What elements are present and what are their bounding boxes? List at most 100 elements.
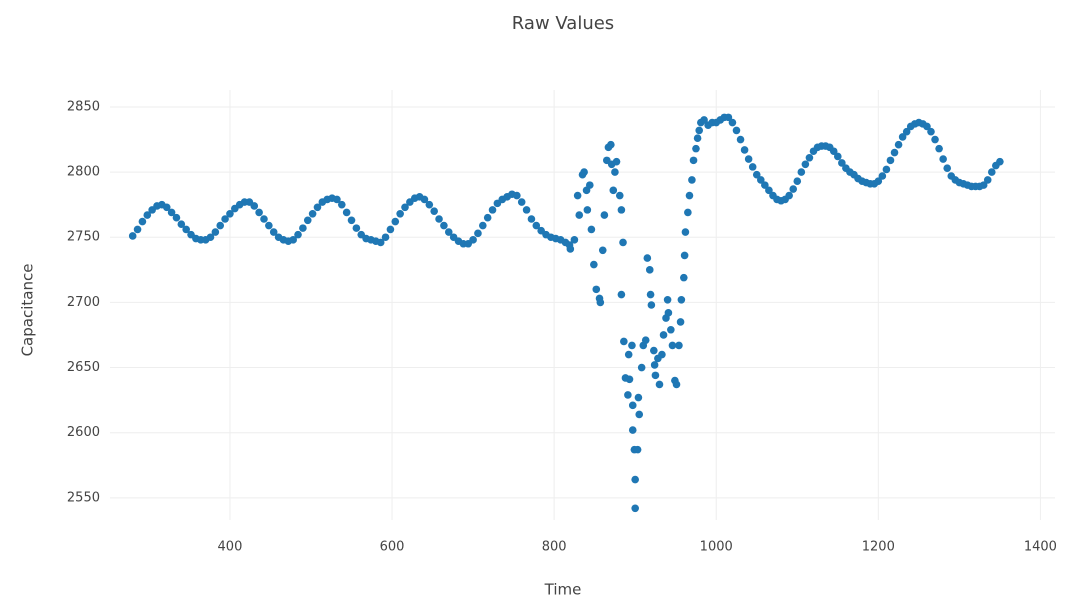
point [680, 273, 688, 282]
point [128, 232, 137, 240]
y-tick-label: 2800 [67, 165, 100, 180]
point [676, 318, 685, 326]
point [680, 251, 689, 260]
point [744, 155, 753, 163]
point [677, 295, 686, 304]
point [617, 290, 626, 299]
point [440, 221, 448, 230]
point [659, 331, 668, 339]
point [664, 309, 673, 317]
point [902, 127, 911, 136]
point [628, 401, 637, 410]
point [637, 363, 646, 372]
point [898, 133, 907, 141]
point [570, 236, 579, 244]
point [143, 211, 152, 219]
point [935, 144, 943, 153]
point [681, 228, 690, 236]
point [894, 140, 903, 149]
point [532, 221, 541, 230]
point [628, 426, 637, 434]
point [641, 336, 650, 344]
point [182, 225, 190, 234]
point [580, 168, 588, 176]
point [979, 181, 988, 189]
point [646, 290, 655, 299]
point [294, 230, 302, 239]
point [269, 228, 278, 236]
point [609, 186, 618, 195]
point [381, 233, 390, 242]
point [587, 225, 596, 234]
point [250, 202, 259, 210]
point [206, 233, 215, 242]
point [736, 135, 745, 144]
point [617, 206, 626, 214]
point [939, 155, 947, 163]
point [740, 146, 749, 154]
point [748, 163, 757, 171]
point [634, 393, 643, 402]
point [598, 246, 607, 255]
point [724, 113, 733, 122]
point [987, 168, 996, 176]
point [391, 217, 400, 226]
point [695, 126, 704, 135]
point [628, 341, 636, 350]
chart-title: Raw Values [512, 13, 614, 34]
point [612, 157, 621, 166]
point [333, 195, 341, 204]
point [172, 213, 181, 222]
point [923, 122, 931, 131]
point [396, 209, 404, 218]
point [573, 191, 582, 200]
point [931, 135, 939, 144]
x-tick-label: 1200 [862, 540, 895, 555]
point [700, 116, 708, 124]
point [667, 325, 675, 334]
point [430, 207, 438, 215]
point [886, 156, 895, 165]
point [785, 191, 793, 200]
point [488, 206, 497, 214]
point [693, 134, 702, 143]
point [647, 301, 656, 309]
point [658, 350, 666, 359]
point [303, 216, 312, 225]
point [650, 361, 659, 369]
x-tick-label: 800 [542, 540, 567, 555]
point [474, 229, 482, 238]
point [651, 371, 660, 380]
point [444, 228, 453, 236]
point [211, 228, 220, 236]
point [793, 177, 802, 186]
point [765, 186, 773, 195]
point [138, 217, 147, 226]
point [635, 410, 644, 419]
point [435, 215, 443, 223]
point [600, 211, 609, 219]
point [645, 266, 654, 274]
point [801, 160, 810, 169]
point [260, 215, 268, 223]
point [829, 147, 838, 156]
point [420, 195, 429, 204]
point [752, 170, 761, 179]
point [890, 148, 899, 157]
point [308, 209, 317, 218]
point [221, 215, 229, 223]
point [797, 168, 806, 176]
point [376, 238, 385, 247]
point [255, 208, 263, 217]
point [522, 206, 531, 214]
point [655, 380, 664, 389]
x-tick-label: 1000 [700, 540, 733, 555]
y-tick-label: 2650 [67, 360, 100, 375]
point [352, 224, 361, 232]
point [469, 236, 477, 244]
point [386, 225, 395, 234]
point [650, 346, 658, 355]
point [685, 191, 694, 200]
point [133, 225, 142, 234]
point [927, 127, 935, 136]
